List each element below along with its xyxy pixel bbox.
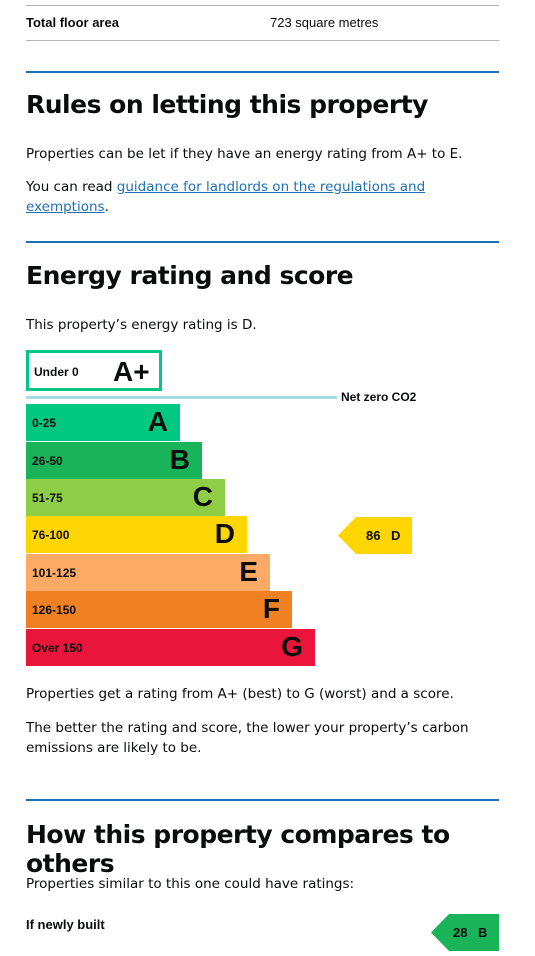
compare-intro: Properties similar to this one could hav… xyxy=(26,876,355,892)
energy-section-divider xyxy=(26,241,499,243)
band-aplus: Under 0 A+ xyxy=(26,350,162,391)
band-f-range: 126-150 xyxy=(32,603,77,617)
band-d: 76-100 D xyxy=(26,516,247,553)
band-c-letter: C xyxy=(192,481,213,512)
band-d-range: 76-100 xyxy=(32,528,70,542)
energy-heading: Energy rating and score xyxy=(26,261,354,290)
current-rating-score: 86 xyxy=(366,528,381,543)
band-a: 0-25 A xyxy=(26,404,180,441)
summary-value-total-floor-area: 723 square metres xyxy=(270,15,379,30)
band-e-letter: E xyxy=(239,556,258,587)
band-b-range: 26-50 xyxy=(32,454,63,468)
summary-key-total-floor-area: Total floor area xyxy=(26,15,119,30)
band-b: 26-50 B xyxy=(26,442,202,479)
band-aplus-letter: A+ xyxy=(113,356,150,387)
rating-scale-note: Properties get a rating from A+ (best) t… xyxy=(26,686,454,702)
energy-rating-intro: This property’s energy rating is D. xyxy=(26,317,257,333)
summary-bottom-divider xyxy=(26,40,499,41)
compare-section-divider xyxy=(26,799,499,801)
band-e-range: 101-125 xyxy=(32,566,77,580)
current-rating-letter: D xyxy=(391,528,401,543)
letting-guidance-suffix: . xyxy=(104,199,109,215)
band-b-letter: B xyxy=(169,444,190,475)
band-a-range: 0-25 xyxy=(32,416,57,430)
band-c-range: 51-75 xyxy=(32,491,63,505)
band-f-letter: F xyxy=(262,593,280,624)
newly-built-letter: B xyxy=(478,925,488,940)
summary-top-divider xyxy=(26,5,499,6)
rating-emissions-note: The better the rating and score, the low… xyxy=(26,720,469,756)
band-aplus-range: Under 0 xyxy=(34,365,79,379)
letting-heading: Rules on letting this property xyxy=(26,90,428,119)
newly-built-label: If newly built xyxy=(26,917,105,932)
band-f: 126-150 F xyxy=(26,591,292,628)
letting-guidance-prefix: You can read xyxy=(26,179,117,195)
band-a-letter: A xyxy=(147,406,168,437)
compare-heading: How this property compares to others xyxy=(26,820,450,878)
letting-rule-text: Properties can be let if they have an en… xyxy=(26,146,463,162)
band-e: 101-125 E xyxy=(26,554,270,591)
newly-built-score: 28 xyxy=(453,925,468,940)
band-g: Over 150 G xyxy=(26,629,315,666)
net-zero-label: Net zero CO2 xyxy=(341,390,417,404)
band-g-range: Over 150 xyxy=(32,641,83,655)
band-g-letter: G xyxy=(281,631,303,662)
letting-guidance-text: You can read guidance for landlords on t… xyxy=(26,177,496,217)
band-c: 51-75 C xyxy=(26,479,225,516)
landlord-guidance-link[interactable]: guidance for landlords on the regulation… xyxy=(26,179,426,215)
band-d-letter: D xyxy=(214,518,235,549)
net-zero-line xyxy=(26,396,337,399)
current-rating-marker: 86 D xyxy=(338,517,412,554)
newly-built-rating-marker: 28 B xyxy=(431,914,499,951)
letting-section-divider xyxy=(26,71,499,73)
